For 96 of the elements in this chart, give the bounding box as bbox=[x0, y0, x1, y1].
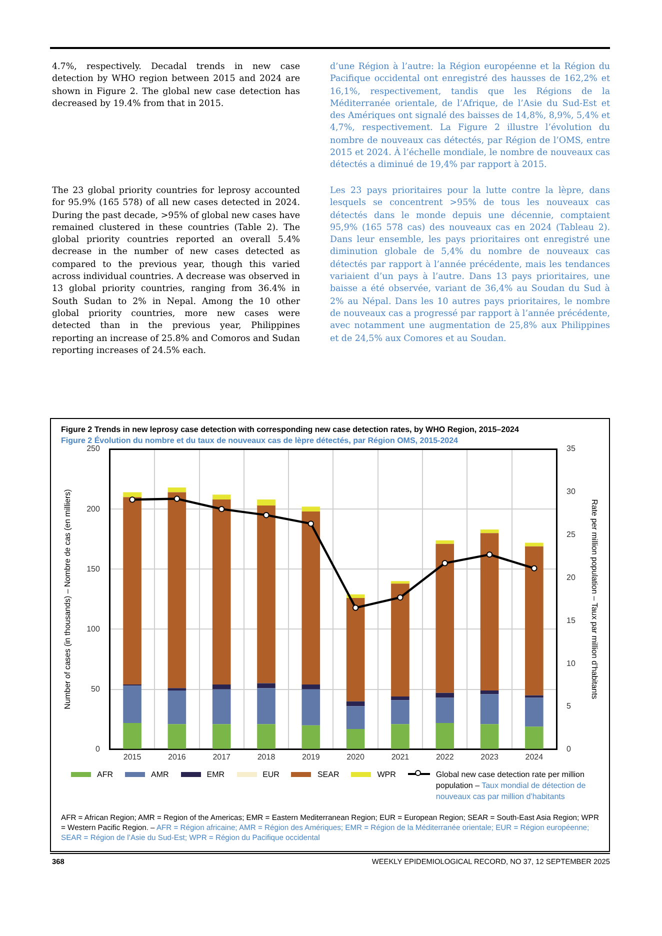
y2-tick-label: 15 bbox=[566, 616, 576, 625]
bar bbox=[391, 581, 410, 584]
bar bbox=[212, 684, 231, 690]
x-tick-label: 2017 bbox=[212, 752, 232, 762]
x-tick-label: 2023 bbox=[480, 752, 499, 762]
bar bbox=[302, 689, 320, 726]
bar bbox=[257, 505, 276, 684]
bar bbox=[436, 540, 454, 544]
bar bbox=[391, 700, 410, 724]
bar bbox=[168, 724, 186, 749]
text: Les 23 pays prioritaires pour la lutte contre la lèpre, dans lesquels se concentrent >95% de tous les nouveaux cas détectés dans le monde depuis une décennie, comptaient 95,9% (165 578 cas) des nouveaux cas en 2024 (Tableau 2). Dans leur ensemble, les pays prioritaires ont enregistré une diminution globale de 5,4% du nombre de nouveaux cas détectés par rapport à l’année précédente, mais les tendances variaient d’un pays à l’autre. Dans 13 pays prioritaires, une baisse a été observée, variant de 36,4% au Soudan du Sud à 2% au Népal. Dans les 10 autres pays prioritaires, le nombre de nouveaux cas a progressé par rapport à l’année précédente, avec notamment une augmentation de 25,8% aux Philippines et de 24,5% aux Comores et au Soudan. bbox=[330, 186, 610, 344]
y-tick-label: 0 bbox=[95, 744, 100, 754]
point bbox=[308, 520, 314, 527]
y2-tick-label: 10 bbox=[566, 658, 576, 668]
bar bbox=[168, 492, 186, 688]
legend-label: Global new case detection rate per million population – Taux mondial de détection de nouveaux cas par million d’habitants bbox=[436, 770, 586, 801]
point bbox=[486, 551, 493, 558]
y-axis-title: Number of cases (in thousands) – Nombre de cas (en milliers) bbox=[63, 488, 72, 710]
bar bbox=[212, 724, 231, 749]
y-tick-label: 200 bbox=[86, 504, 100, 514]
y2-tick-label: 30 bbox=[566, 487, 576, 496]
bar bbox=[212, 499, 231, 685]
bar bbox=[302, 725, 320, 749]
bar bbox=[346, 598, 365, 702]
bar bbox=[257, 688, 276, 724]
y2-tick-label: 35 bbox=[566, 444, 576, 454]
bar bbox=[257, 724, 276, 749]
point bbox=[129, 496, 136, 503]
x-tick-label: 2018 bbox=[257, 752, 276, 762]
x-tick-label: 2024 bbox=[525, 752, 544, 762]
bar bbox=[480, 530, 499, 534]
x-tick-label: 2020 bbox=[346, 752, 365, 762]
bar bbox=[302, 506, 320, 512]
y-tick-label: 150 bbox=[86, 564, 100, 574]
bar bbox=[391, 696, 410, 700]
point bbox=[218, 506, 225, 512]
x-tick-label: 2019 bbox=[302, 752, 320, 762]
bar bbox=[346, 701, 365, 706]
bar bbox=[480, 694, 499, 724]
bar bbox=[346, 706, 365, 729]
y2-tick-label: 25 bbox=[566, 530, 576, 540]
bar bbox=[525, 546, 544, 696]
legend-label: AMR bbox=[151, 769, 169, 780]
bar bbox=[302, 511, 320, 685]
bar bbox=[436, 722, 454, 749]
bar bbox=[391, 584, 410, 697]
y-tick-label: 50 bbox=[91, 684, 100, 694]
bar bbox=[257, 499, 276, 506]
text: The 23 global priority countries for leprosy accounted for 95.9% (165 578) of all new cases detected in 2024. During the past decade, >95% of global new cases have remained clustered in these countries (Table 2). The global priority countries reported an overall 5.4% decrease in the number of new cases detected as compared to the previous year, though this varied across individual countries. A decrease was observed in 13 global priority countries, ranging from 36.4% in South Sudan to 2% in Nepal. Among the 10 other global priority countries, more new cases were detected than in the previous year, Philippines reporting an increase of 25.8% and Comoros and Sudan reporting increases of 24.5% each. bbox=[52, 186, 300, 356]
y-tick-label: 100 bbox=[86, 624, 100, 634]
legend-label: WPR bbox=[377, 769, 396, 780]
bar bbox=[257, 683, 276, 688]
bar bbox=[480, 533, 499, 691]
legend-label: AFR bbox=[97, 769, 113, 780]
point bbox=[531, 565, 538, 572]
x-tick-label: 2015 bbox=[123, 752, 142, 762]
text: 4.7%, respectively. Decadal trends in new case detection by WHO region between 2015 and 2024 are shown in Figure 2. The global new case detection has decreased by 19.4% from that in 2015. bbox=[52, 61, 300, 110]
bar bbox=[212, 689, 231, 724]
legend-label: EUR bbox=[262, 769, 280, 780]
bar bbox=[168, 690, 186, 724]
bar bbox=[436, 544, 454, 693]
bar bbox=[525, 542, 544, 546]
bar bbox=[436, 692, 454, 698]
bar bbox=[168, 688, 186, 691]
point bbox=[397, 594, 404, 601]
bar bbox=[525, 698, 544, 727]
legend-label: EMR bbox=[206, 769, 225, 780]
bar bbox=[436, 698, 454, 723]
point bbox=[174, 496, 180, 502]
bar bbox=[391, 724, 410, 749]
x-tick-label: 2016 bbox=[168, 752, 186, 762]
bar bbox=[302, 684, 320, 690]
y-tick-label: 250 bbox=[86, 444, 100, 454]
chart-title: Figure 2 Trends in new leprosy case detection with corresponding new case detection rates, by WHO Region, 2015–2024 bbox=[61, 425, 519, 434]
bar bbox=[123, 722, 142, 749]
y2-tick-label: 5 bbox=[566, 702, 572, 711]
bar bbox=[480, 690, 499, 694]
y2-axis-title: Rate per million population – Taux par million d’habitants bbox=[590, 499, 599, 700]
bar bbox=[212, 494, 231, 500]
x-tick-label: 2021 bbox=[391, 752, 410, 762]
legend-label: SEAR bbox=[317, 769, 340, 780]
bar bbox=[168, 487, 186, 492]
point bbox=[263, 512, 270, 518]
text: d’une Région à l’autre: la Région européenne et la Région du Pacifique occidental ont enregistré des hausses de 162,2% et 16,1%, respectivement, tandis que les Régions de la Méditerranée orientale, de l’Afrique, de l’Asie du Sud-Est et des Amériques ont signalé des baisses de 14,8%, 8,9%, 5,4% et 4,7%, respectivement. La Figure 2 illustre l’évolution du nombre de nouveaux cas détectés, par Région de l’OMS, entre 2015 et 2024. À l’échelle mondiale, le nombre de nouveaux cas détectés a diminué de 19,4% par rapport à 2015. bbox=[330, 62, 610, 170]
y2-tick-label: 0 bbox=[566, 744, 572, 754]
bar bbox=[123, 497, 142, 685]
bar bbox=[123, 492, 142, 498]
x-tick-label: 2022 bbox=[436, 752, 454, 762]
y2-tick-label: 20 bbox=[566, 572, 576, 582]
bar bbox=[123, 686, 142, 723]
bar bbox=[525, 726, 544, 749]
bar bbox=[480, 724, 499, 749]
point bbox=[352, 604, 359, 611]
bar bbox=[346, 728, 365, 749]
point bbox=[442, 560, 448, 566]
chart-subtitle: Figure 2 Évolution du nombre et du taux de nouveaux cas de lèpre détectés, par Région OMS, 2015-2024 bbox=[61, 436, 458, 445]
